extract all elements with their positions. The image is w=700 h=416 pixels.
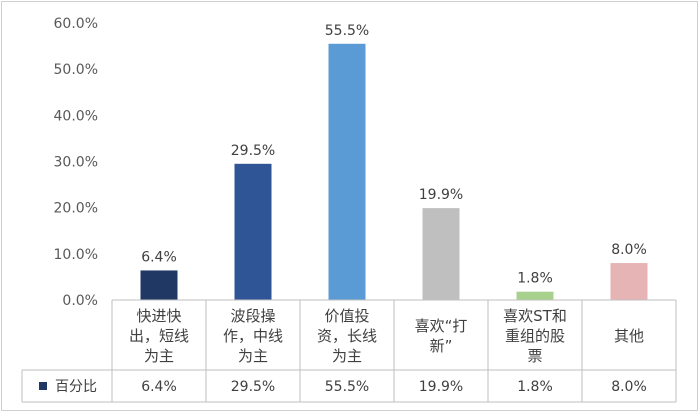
bar [516,291,554,300]
category-label: 喜欢“打 [415,317,468,335]
y-tick-label: 30.0% [54,155,98,171]
data-label: 55.5% [325,23,369,39]
y-tick-label: 10.0% [54,247,98,263]
data-labels: 6.4% 29.5% 55.5% 19.9% 1.8% 8.0% [141,23,647,287]
data-label: 29.5% [231,143,275,159]
category-label: 快进快 [136,307,181,325]
category-label: 为主 [332,347,362,365]
series-name: 百分比 [55,379,97,395]
y-tick-label: 20.0% [54,201,98,217]
category-label: 喜欢ST和 [503,307,567,325]
category-label: 重组的股 [505,327,565,345]
data-label: 19.9% [419,187,463,203]
data-label: 6.4% [141,249,177,265]
table-value: 6.4% [141,379,177,395]
y-tick-label: 40.0% [54,108,98,124]
table-value: 8.0% [611,379,647,395]
bar [140,270,178,300]
bar [234,163,272,300]
legend-key [39,382,47,390]
category-label: 其他 [614,327,644,345]
bar [422,208,460,300]
category-label: 出，短线 [129,327,189,345]
y-tick-label: 60.0% [54,16,98,32]
data-label: 1.8% [517,271,553,287]
category-label: 波段操 [230,307,275,325]
category-label: 新” [430,337,453,355]
category-label: 作，中线 [223,327,283,345]
table-value: 1.8% [517,379,553,395]
bars [140,43,648,301]
data-label: 8.0% [611,242,647,258]
category-label: 为主 [144,347,174,365]
category-label: 票 [527,347,542,365]
category-label: 价值投 [324,307,369,325]
y-axis: 0.0% 10.0% 20.0% 30.0% 40.0% 50.0% 60.0% [54,16,98,309]
category-label: 资，长线 [317,327,377,345]
y-tick-label: 0.0% [62,293,98,309]
bar [610,263,648,300]
category-label: 为主 [238,347,268,365]
table-value: 55.5% [325,379,369,395]
y-tick-label: 50.0% [54,62,98,78]
table-value: 29.5% [231,379,275,395]
bar [328,43,366,301]
table-value: 19.9% [419,379,463,395]
